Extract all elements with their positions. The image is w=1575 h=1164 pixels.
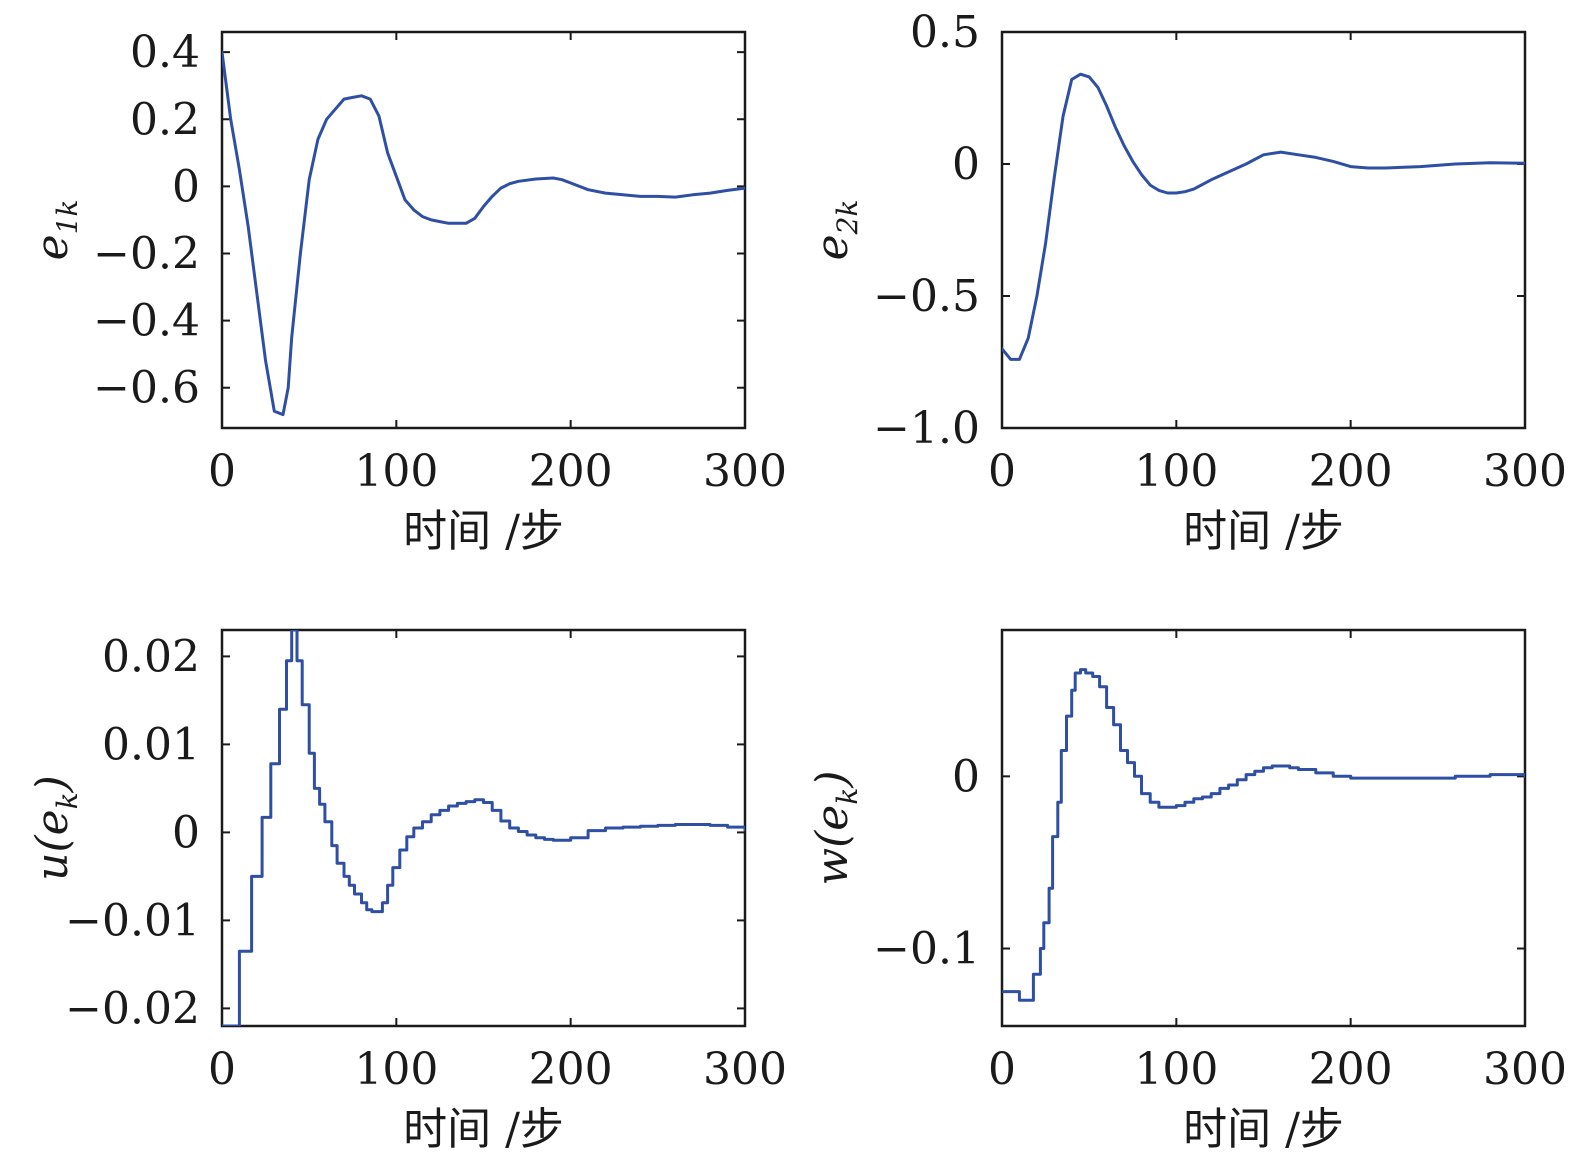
y-axis-label-subscript: k: [51, 792, 84, 809]
y-tick-label: 0.5: [910, 7, 980, 58]
panel-u: 0 100 200 300 0.02 0.01 0 −0.01 −0.02 时间 /步 u(ek): [27, 628, 787, 1155]
x-tick-label: 300: [703, 1044, 787, 1095]
y-axis-label: u(ek): [27, 775, 84, 881]
x-axis-label: 时间 /步: [1183, 506, 1344, 557]
x-tick-label: 100: [354, 446, 438, 497]
x-axis-label: 时间 /步: [403, 506, 564, 557]
y-tick-label: 0: [172, 807, 200, 858]
panel-e2k: 0 100 200 300 0.5 0 −0.5 −1.0 时间 /步 e2k: [807, 7, 1567, 557]
x-tick-label: 100: [1134, 1044, 1218, 1095]
y-axis-label-subscript: k: [831, 788, 864, 805]
y-tick-label: −0.6: [93, 363, 200, 414]
x-tick-label: 100: [1134, 446, 1218, 497]
y-axis-label-base: e: [807, 234, 858, 260]
y-axis-label-subscript: 2k: [831, 200, 864, 236]
y-tick-label: −0.1: [873, 924, 980, 975]
x-tick-label: 0: [988, 446, 1016, 497]
x-tick-label: 200: [529, 1044, 613, 1095]
x-tick-label: 200: [529, 446, 613, 497]
x-tick-label: 0: [208, 446, 236, 497]
y-tick-label: 0: [952, 751, 980, 802]
y-tick-label: 0.02: [102, 631, 200, 682]
y-tick-label: −0.4: [93, 296, 200, 347]
y-axis-label-tail: ): [27, 775, 78, 793]
x-axis-label: 时间 /步: [403, 1104, 564, 1155]
y-tick-label: 0.4: [130, 27, 200, 78]
y-axis-label: e2k: [807, 200, 864, 261]
y-axis-label-base: u(e: [27, 809, 78, 881]
x-tick-label: 100: [354, 1044, 438, 1095]
series-line: [1002, 668, 1525, 1002]
y-tick-label: −1.0: [873, 403, 980, 454]
x-tick-label: 0: [208, 1044, 236, 1095]
y-tick-label: −0.01: [65, 895, 200, 946]
y-axis-label-base: w(e: [807, 805, 858, 886]
y-tick-label: 0: [172, 161, 200, 212]
y-tick-label: −0.5: [873, 271, 980, 322]
plot-frame: [1000, 30, 1527, 430]
x-tick-label: 300: [1483, 446, 1567, 497]
x-tick-label: 300: [703, 446, 787, 497]
x-tick-label: 300: [1483, 1044, 1567, 1095]
y-tick-label: 0.01: [102, 719, 200, 770]
plot-frame: [220, 30, 747, 430]
plot-frame: [220, 628, 747, 1028]
y-axis-label-subscript: 1k: [51, 200, 84, 235]
y-tick-label: 0.2: [130, 94, 200, 145]
panel-e1k: 0 100 200 300 0.4 0.2 0 −0.2 −0.4 −0.6 时间 /步 e1k: [27, 27, 787, 557]
y-axis-label-base: e: [27, 234, 78, 260]
x-tick-label: 200: [1309, 446, 1393, 497]
x-tick-label: 0: [988, 1044, 1016, 1095]
series-line: [1002, 72, 1525, 361]
panel-w: 0 100 200 300 0 −0.1 时间 /步 w(ek): [807, 628, 1567, 1155]
series-line: [222, 50, 745, 417]
y-tick-label: −0.02: [65, 983, 200, 1034]
y-axis-label: e1k: [27, 200, 84, 261]
y-axis-label-tail: ): [807, 770, 858, 788]
x-tick-label: 200: [1309, 1044, 1393, 1095]
y-tick-label: −0.2: [93, 228, 200, 279]
y-tick-label: 0: [952, 139, 980, 190]
plot-frame: [1000, 628, 1527, 1028]
x-axis-label: 时间 /步: [1183, 1104, 1344, 1155]
y-axis-label: w(ek): [807, 770, 864, 885]
series-line: [222, 630, 745, 1026]
